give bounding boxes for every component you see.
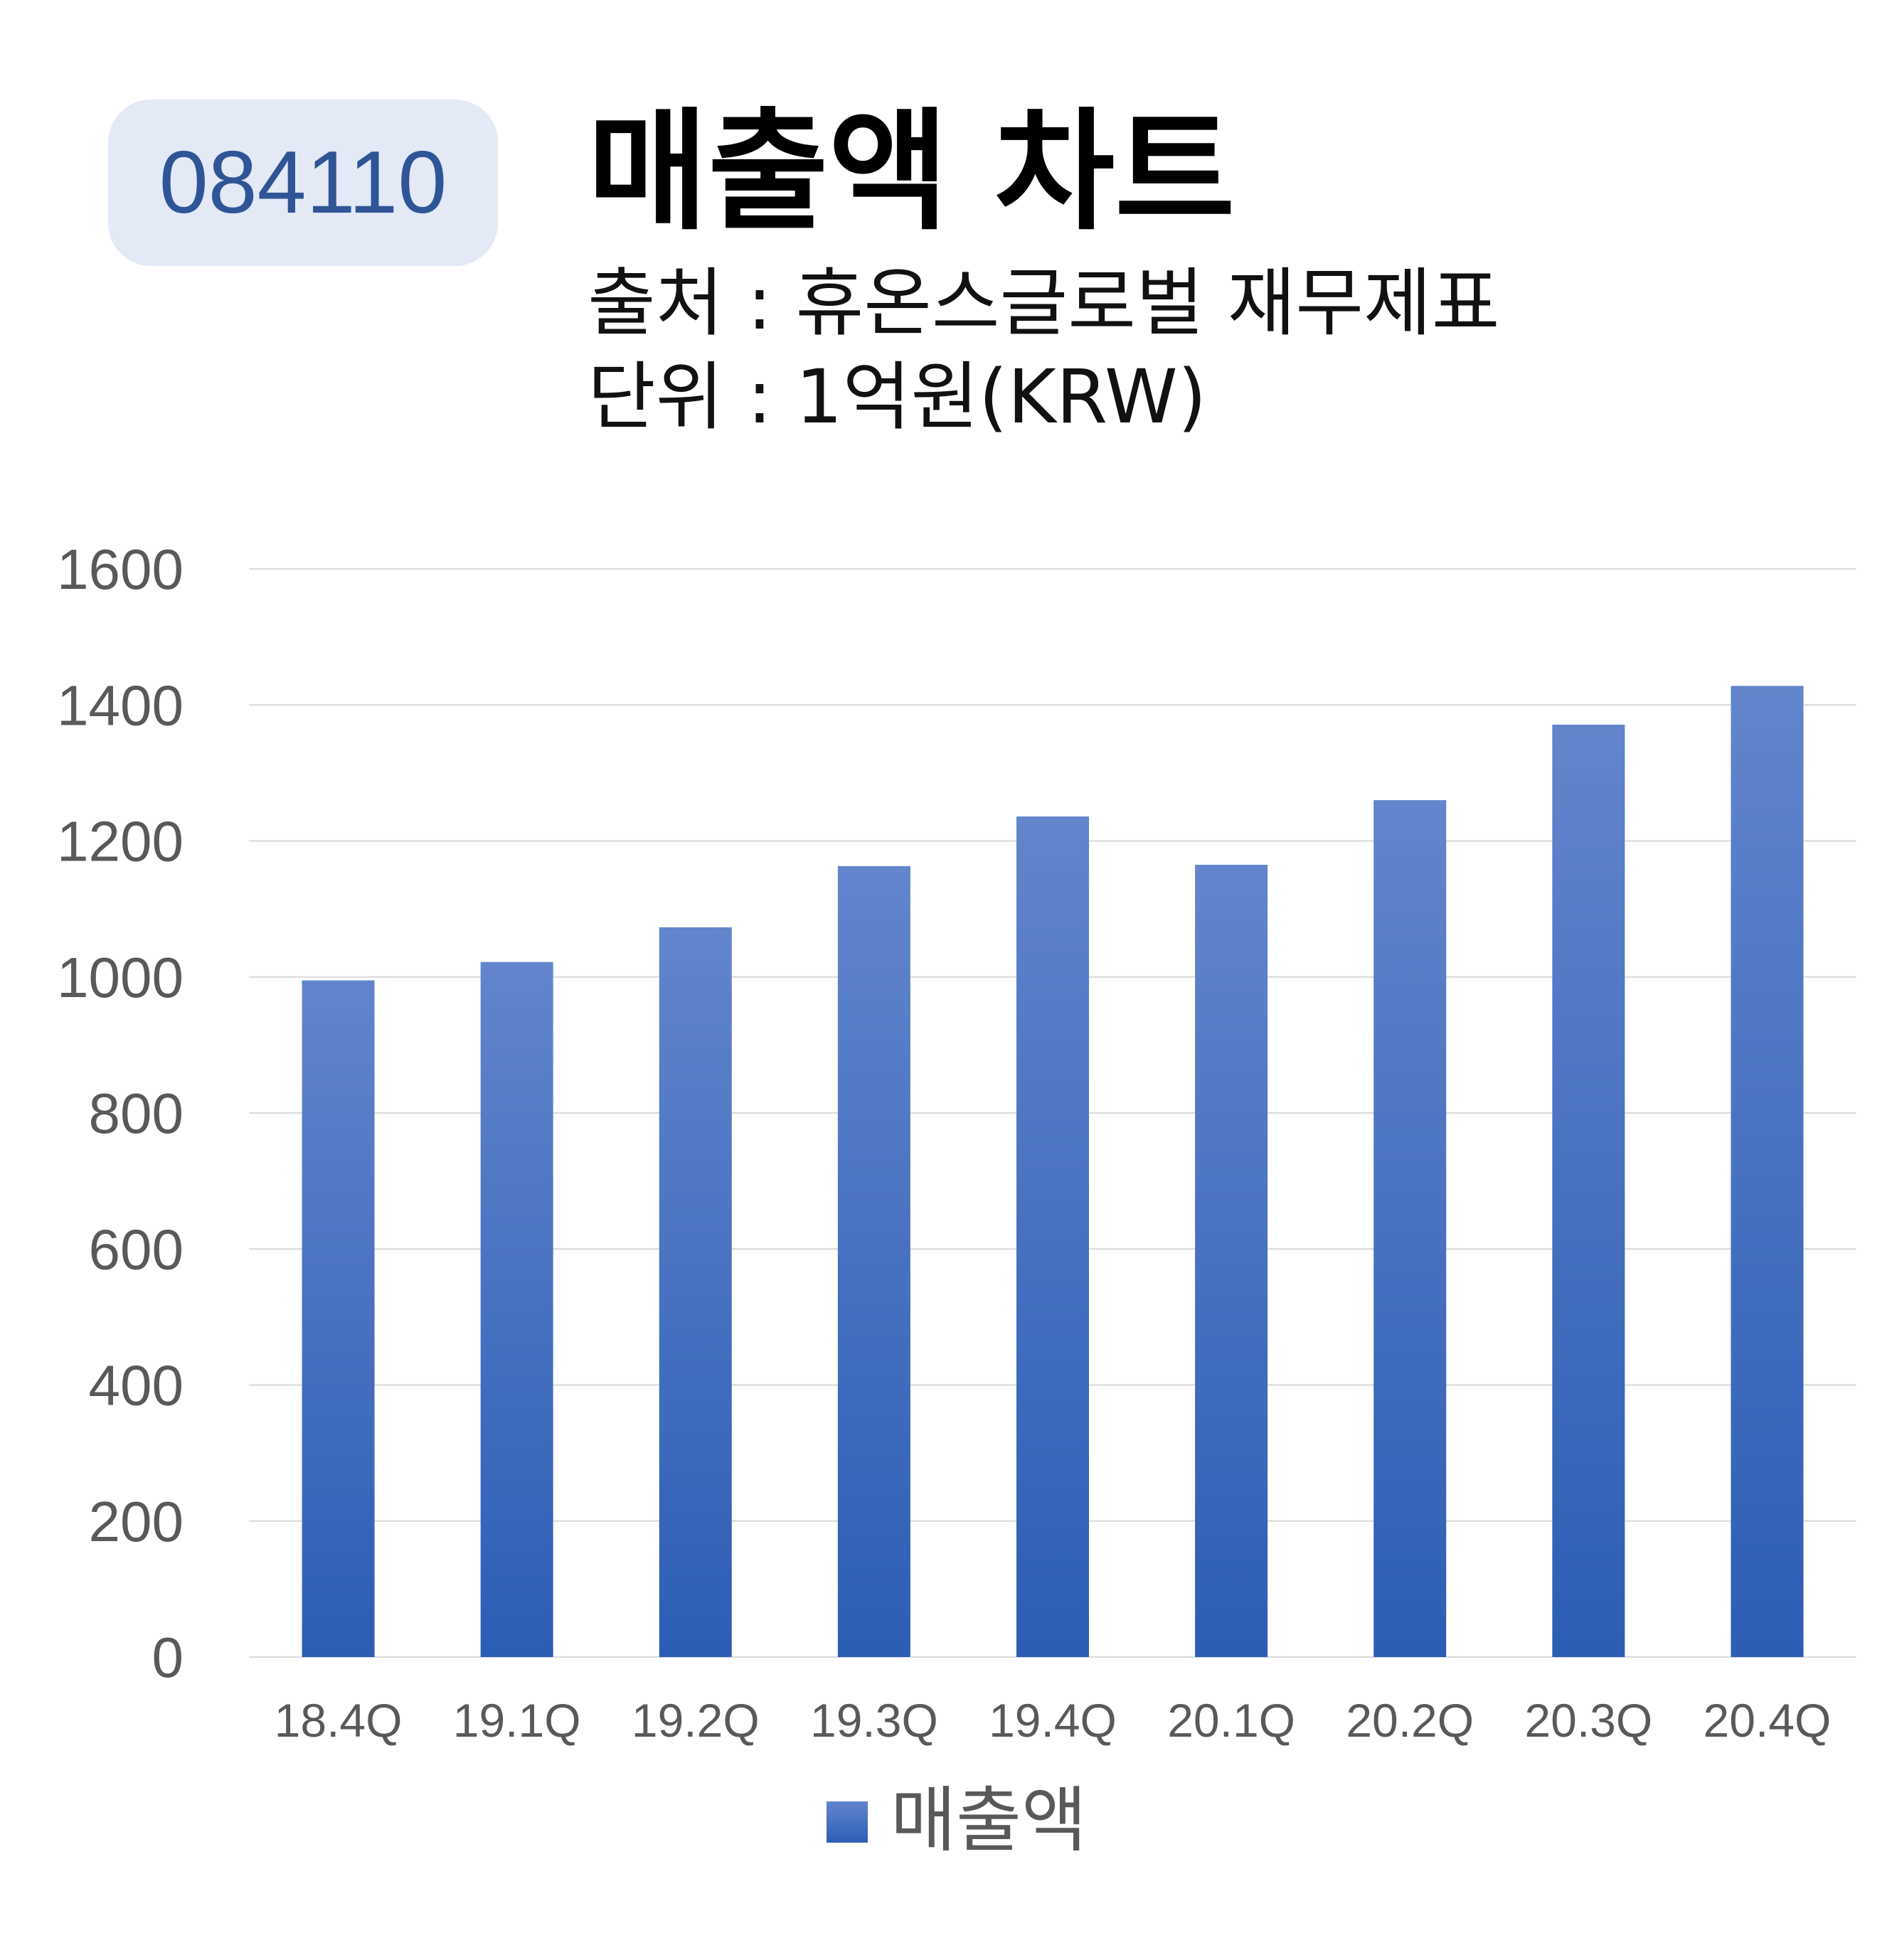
x-tick-label: 19.2Q [632, 1694, 760, 1747]
bar [837, 866, 910, 1657]
bar [480, 962, 553, 1657]
bar [1016, 816, 1089, 1657]
y-tick-label: 800 [89, 1082, 184, 1145]
x-axis-ticks: 18.4Q 19.1Q 19.2Q 19.3Q 19.4Q 20.1Q 20.2Q 20.3Q… [275, 1694, 1832, 1747]
chart-title: 매출액 차트 [588, 96, 1236, 248]
y-tick-label: 1000 [57, 946, 184, 1009]
x-tick-label: 20.4Q [1704, 1694, 1832, 1747]
x-tick-label: 19.3Q [810, 1694, 938, 1747]
stock-code: 084110 [159, 134, 447, 232]
y-tick-label: 1600 [57, 538, 184, 601]
source-line: 출처 : 휴온스글로벌 재무제표 [588, 260, 1500, 346]
x-tick-label: 20.1Q [1167, 1694, 1295, 1747]
stock-code-badge: 084110 [108, 100, 498, 266]
y-tick-label: 1200 [57, 810, 184, 873]
x-tick-label: 20.3Q [1524, 1694, 1652, 1747]
bar [1552, 724, 1625, 1658]
y-axis-ticks: 0 200 400 600 800 1000 1200 1400 1600 [57, 538, 184, 1689]
unit-line: 단위 : 1억원(KRW) [588, 353, 1207, 440]
x-tick-label: 18.4Q [275, 1694, 403, 1747]
bar [1731, 686, 1804, 1657]
y-tick-label: 200 [89, 1490, 184, 1553]
legend: 매출액 [827, 1779, 1087, 1862]
legend-label: 매출액 [891, 1779, 1087, 1862]
y-tick-label: 600 [89, 1218, 184, 1281]
bars [302, 686, 1804, 1658]
bar [1195, 864, 1268, 1657]
x-tick-label: 19.4Q [989, 1694, 1117, 1747]
x-tick-label: 20.2Q [1346, 1694, 1474, 1747]
bar [659, 927, 732, 1657]
y-tick-label: 0 [152, 1626, 184, 1689]
bar [302, 980, 375, 1657]
y-tick-label: 1400 [57, 673, 184, 737]
bar [1373, 800, 1447, 1657]
y-tick-label: 400 [89, 1354, 184, 1417]
x-tick-label: 19.1Q [453, 1694, 581, 1747]
legend-swatch [827, 1801, 868, 1843]
